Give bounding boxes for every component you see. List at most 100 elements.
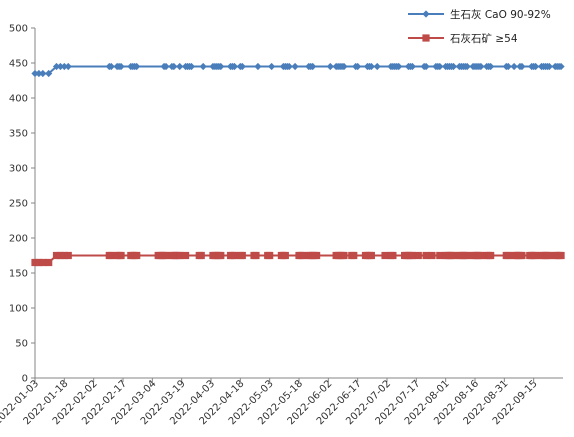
data-point-diamond [230,62,239,71]
data-point-diamond [504,62,512,71]
data-point-diamond [436,62,444,71]
data-point-square [117,251,125,260]
data-point-diamond [268,62,276,71]
data-point-square [39,258,47,267]
data-point-square [252,251,260,260]
data-point-square [35,258,43,267]
data-point-diamond [133,62,141,71]
data-point-square [31,258,39,267]
data-point-diamond [463,62,471,71]
data-point-square [428,251,436,260]
data-point-diamond [367,62,375,71]
data-point-diamond [422,62,430,71]
data-point-square [181,251,190,260]
y-tick-label: 150 [9,269,28,280]
data-point-square [162,251,170,260]
data-point-square [532,251,540,260]
y-tick-label: 100 [9,304,28,315]
data-point-square [217,251,225,260]
data-point-diamond [45,69,53,78]
data-point-square [381,251,389,260]
data-point-diamond [291,62,299,71]
y-tick-label: 350 [9,129,28,140]
data-point-diamond [238,62,246,71]
data-point-diamond [107,62,115,71]
data-point-diamond [35,69,43,78]
data-point-square [107,251,115,260]
data-point-square [340,251,348,260]
data-point-square [176,251,184,260]
y-tick-label: 500 [9,24,28,35]
data-point-diamond [545,62,553,71]
data-point-square [436,251,444,260]
legend-item-2: 石灰石矿 ≥54 [408,32,518,45]
data-point-square [266,251,274,260]
data-point-square [449,251,458,260]
legend-label: 生石灰 CaO 90-92% [450,8,551,21]
data-point-diamond [373,62,381,71]
series-1 [31,62,565,78]
data-point-diamond [532,62,540,71]
series-2 [31,251,565,267]
y-tick-label: 200 [9,234,28,245]
data-point-diamond [117,62,125,71]
data-point-diamond [449,62,458,71]
data-point-diamond [52,62,61,71]
data-point-diamond [199,62,207,71]
legend-item-1: 生石灰 CaO 90-92% [408,8,551,21]
y-tick-label: 400 [9,94,28,105]
data-point-square [414,251,422,260]
y-tick-label: 50 [15,339,28,350]
data-point-square [281,251,289,260]
y-tick-label: 0 [22,374,28,385]
data-point-diamond [217,62,225,71]
y-tick-label: 450 [9,59,28,70]
data-point-square [367,251,375,260]
legend: 生石灰 CaO 90-92% 石灰石矿 ≥54 [408,8,551,45]
data-point-diamond [254,62,262,71]
axes: 0501001502002503003504004505002022-01-03… [0,24,563,427]
data-point-diamond [60,62,68,71]
data-point-diamond [39,69,47,78]
data-point-square [422,251,430,260]
data-point-diamond [56,62,65,71]
data-point-diamond [340,62,348,71]
data-point-square [477,251,485,260]
data-point-diamond [557,62,565,71]
data-point-square [545,251,553,260]
legend-swatch-marker [422,34,430,42]
data-point-diamond [395,62,403,71]
data-point-diamond [477,62,485,71]
data-point-diamond [64,62,72,71]
data-point-square [230,251,239,260]
data-point-diamond [187,62,196,71]
data-point-square [299,251,307,260]
data-point-diamond [354,62,362,71]
data-point-square [52,251,61,260]
data-point-square [133,251,141,260]
data-point-square [463,251,471,260]
data-point-diamond [309,62,317,71]
y-tick-label: 250 [9,199,28,210]
data-point-diamond [487,62,495,71]
data-point-square [313,251,321,260]
legend-label: 石灰石矿 ≥54 [450,32,518,45]
data-point-diamond [518,62,526,71]
data-point-square [197,251,205,260]
y-tick-label: 300 [9,164,28,175]
data-point-square [64,251,72,260]
data-point-diamond [31,69,39,78]
data-point-square [350,251,358,260]
data-point-diamond [170,62,178,71]
data-point-square [487,251,495,260]
data-point-square [408,251,417,260]
data-point-diamond [162,62,170,71]
data-point-diamond [285,62,293,71]
data-point-square [56,251,65,260]
data-point-square [238,251,246,260]
data-point-diamond [408,62,417,71]
data-point-square [557,251,565,260]
data-point-square [518,251,526,260]
